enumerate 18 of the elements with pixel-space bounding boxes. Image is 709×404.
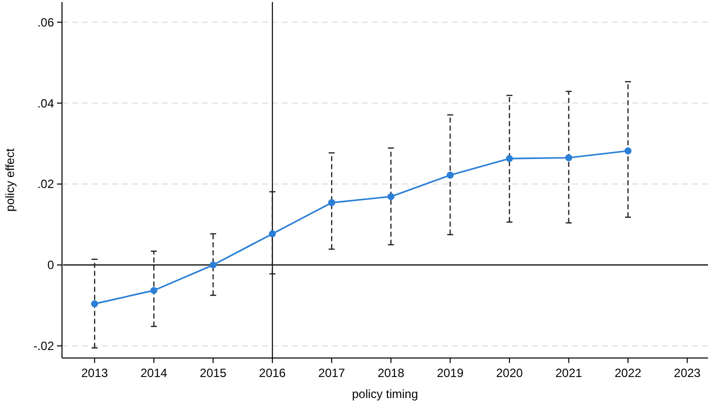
y-tick-label: .04: [37, 96, 54, 110]
y-tick-label: .06: [37, 15, 54, 30]
y-tick-label: 0: [47, 258, 54, 272]
x-tick-label: 2020: [496, 366, 524, 380]
y-tick-label: -.02: [33, 339, 54, 354]
x-tick-label: 2022: [614, 366, 642, 380]
x-tick-label: 2014: [140, 366, 168, 380]
y-axis-title: policy effect: [3, 148, 17, 212]
x-axis-title: policy timing: [352, 387, 418, 401]
x-tick-label: 2018: [378, 366, 405, 380]
y-tick-label: .02: [37, 177, 54, 192]
x-tick-label: 2016: [259, 366, 286, 380]
x-tick-label: 2023: [674, 366, 701, 380]
x-tick-label: 2017: [318, 366, 346, 380]
x-tick-label: 2021: [555, 366, 582, 380]
x-tick-label: 2019: [436, 366, 464, 380]
x-tick-label: 2013: [81, 366, 108, 380]
x-tick-label: 2015: [200, 366, 227, 380]
